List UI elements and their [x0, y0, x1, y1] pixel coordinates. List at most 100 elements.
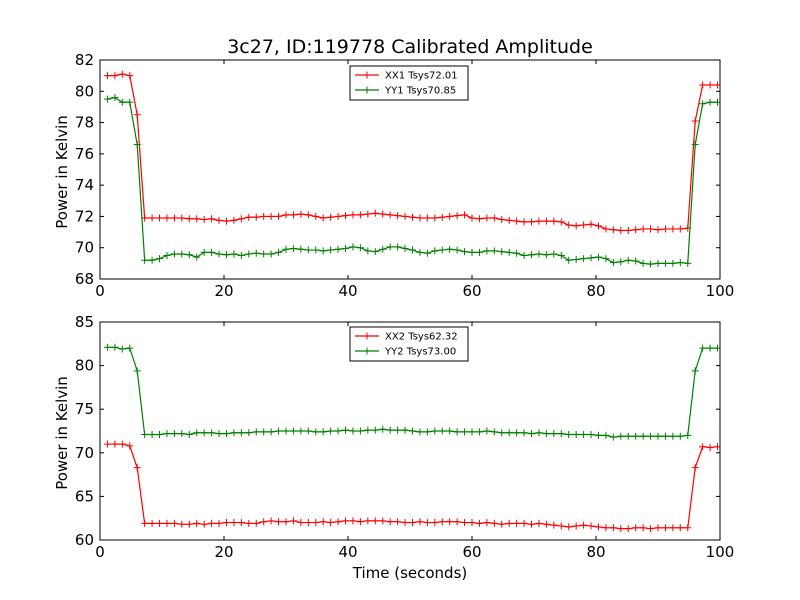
top-series-2-point — [297, 245, 305, 253]
bottom-series-2-point — [215, 430, 223, 438]
bottom-x-tick-label: 80 — [586, 543, 605, 561]
top-series-2-point — [602, 255, 610, 263]
bottom-series-1-point — [431, 519, 439, 527]
bottom-series-1-point — [498, 520, 506, 528]
top-axes-frame — [99, 59, 721, 280]
bottom-series-2-point — [661, 432, 669, 440]
top-series-2-point — [498, 248, 506, 256]
bottom-y-tick-label: 75 — [75, 400, 94, 418]
top-y-axis-label: Power in Kelvin — [53, 115, 71, 229]
bottom-series-2-point — [520, 429, 528, 437]
top-series-1-point — [252, 213, 260, 221]
top-series-2-point — [126, 98, 134, 106]
bottom-series-2-point — [356, 427, 364, 435]
top-series-2-point — [200, 248, 208, 256]
bottom-y-tick-label: 85 — [75, 313, 94, 331]
top-series-1-point — [572, 222, 580, 230]
bottom-series-1-point — [275, 518, 283, 526]
bottom-series-2-point — [170, 430, 178, 438]
top-series-2-point — [267, 250, 275, 258]
top-series-2-point — [528, 251, 536, 259]
bottom-series-2-point — [446, 427, 454, 435]
top-series-2-point — [438, 246, 446, 254]
bottom-y-tick-label: 65 — [75, 487, 94, 505]
top-series-1-point — [260, 212, 268, 220]
bottom-series-1-point — [550, 521, 558, 529]
top-series-2-point — [245, 250, 253, 258]
bottom-series-2-point — [490, 428, 498, 436]
bottom-series-1-point — [594, 523, 602, 531]
top-series-1-point — [423, 214, 431, 222]
top-series-2-point — [580, 255, 588, 263]
top-series-1-point — [609, 226, 617, 234]
bottom-series-2-point — [587, 430, 595, 438]
bottom-series-2-point — [230, 429, 238, 437]
bottom-series-1-point — [528, 520, 536, 528]
top-series-2-point — [505, 248, 513, 256]
bottom-series-1-point — [565, 523, 573, 531]
bottom-x-tick-label: 40 — [338, 543, 357, 561]
top-series-1-point — [431, 214, 439, 222]
top-series-1-point — [222, 217, 230, 225]
bottom-series-2-point — [639, 432, 647, 440]
top-series-1-point — [275, 212, 283, 220]
bottom-series-1-point — [148, 519, 156, 527]
bottom-x-tick-label: 0 — [95, 543, 105, 561]
top-series-2-point — [647, 260, 655, 268]
bottom-series-2-point — [222, 430, 230, 438]
top-series-2-point — [453, 246, 461, 254]
bottom-series-1-point — [141, 519, 149, 527]
top-y-tick-label: 80 — [75, 82, 94, 100]
bottom-series-1-point — [676, 524, 684, 532]
bottom-series-2-point — [349, 427, 357, 435]
bottom-series-2-point — [461, 428, 469, 436]
bottom-series-1-point — [505, 519, 513, 527]
bottom-series-1-point — [126, 442, 134, 450]
bottom-series-2-point — [371, 426, 379, 434]
bottom-series-2-point — [401, 426, 409, 434]
top-series-1-point — [528, 218, 536, 226]
top-x-tick-label: 40 — [338, 282, 357, 300]
top-series-2-point — [111, 94, 119, 102]
top-series-1-point — [632, 226, 640, 234]
bottom-series-2-point — [550, 430, 558, 438]
top-series-2-point — [691, 140, 699, 148]
bottom-series-2-point — [126, 344, 134, 352]
bottom-series-1-point — [461, 519, 469, 527]
bottom-series-1-point — [349, 517, 357, 525]
top-series-1 — [103, 70, 720, 235]
top-series-2-point — [185, 251, 193, 259]
top-series-1-point — [319, 214, 327, 222]
bottom-series-1-point — [267, 517, 275, 525]
bottom-series-2-point — [386, 426, 394, 434]
top-series-2-point — [654, 259, 662, 267]
top-series-2-point — [609, 259, 617, 267]
bottom-series-1-point — [632, 524, 640, 532]
top-series-1-point — [498, 216, 506, 224]
top-series-2-point — [587, 254, 595, 262]
top-legend-marker-1 — [363, 71, 371, 79]
top-series-2-point — [699, 100, 707, 108]
top-series-2-point — [230, 250, 238, 258]
top-series-1-point — [505, 216, 513, 224]
bottom-series-2-point — [394, 426, 402, 434]
top-series-2-point — [156, 255, 164, 263]
bottom-series-1-point — [416, 518, 424, 526]
top-x-tick-label: 20 — [214, 282, 233, 300]
bottom-series-2-point — [334, 427, 342, 435]
top-series-1-point — [394, 212, 402, 220]
bottom-series-2-point — [289, 427, 297, 435]
bottom-x-tick-label: 60 — [462, 543, 481, 561]
bottom-series-2-point — [297, 427, 305, 435]
top-series-2-point — [289, 244, 297, 252]
top-series-1-point — [624, 227, 632, 235]
top-series-2-point — [364, 247, 372, 255]
bottom-series-1-point — [468, 519, 476, 527]
bottom-legend-label-1: XX2 Tsys62.32 — [385, 332, 458, 343]
bottom-series-1-point — [156, 519, 164, 527]
top-series-2-point — [252, 249, 260, 257]
bottom-series-2-point — [580, 430, 588, 438]
top-series-2-point — [327, 246, 335, 254]
top-series-1-point — [118, 70, 126, 78]
bottom-series-1-point — [200, 520, 208, 528]
